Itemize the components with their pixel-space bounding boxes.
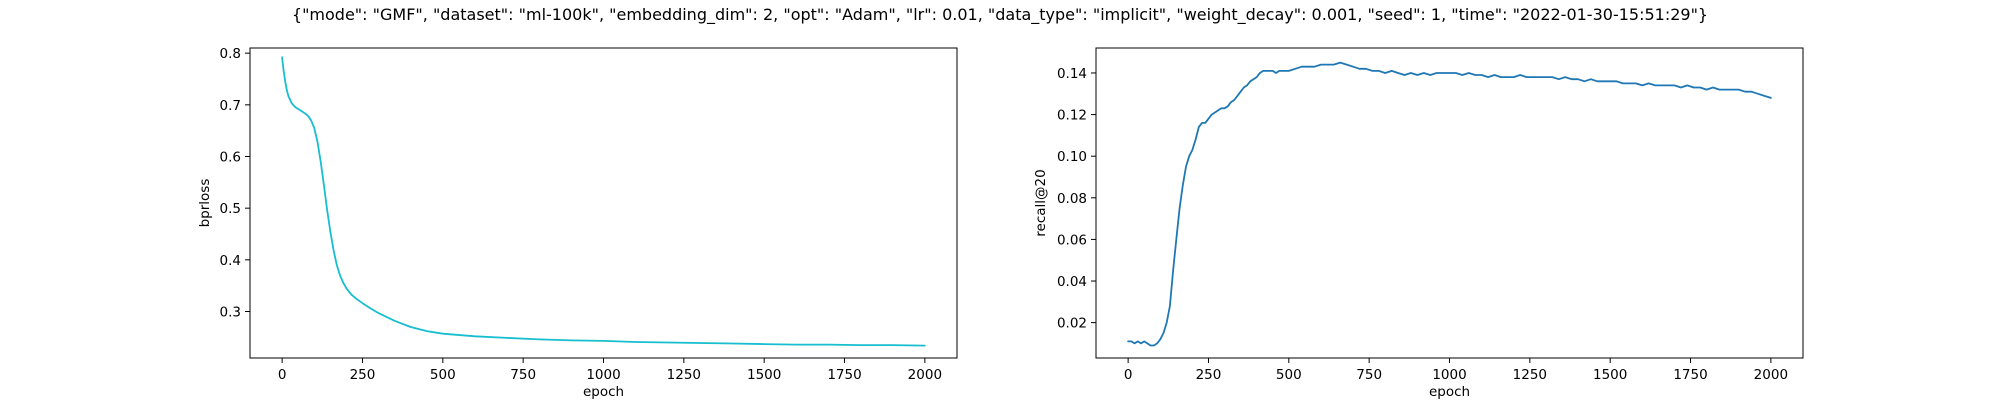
loss-chart-y-tick-label: 0.8 bbox=[220, 46, 241, 62]
loss-chart-series-line bbox=[281, 56, 926, 347]
loss-chart-x-tick-label: 1750 bbox=[827, 367, 861, 383]
loss-chart-y-tick-label: 0.6 bbox=[220, 150, 241, 166]
recall-chart-x-tick-label: 2000 bbox=[1754, 367, 1788, 383]
loss-chart-x-tick-label: 1500 bbox=[747, 367, 781, 383]
loss-chart-x-axis: 0 250 500 750 1000 1250 1500 1750 2000 bbox=[278, 358, 942, 383]
recall-chart-x-axis: 0 250 500 750 1000 1250 1500 1750 2000 bbox=[1124, 358, 1788, 383]
recall-chart-x-tick-label: 500 bbox=[1276, 367, 1302, 383]
recall-chart-y-tick-label: 0.10 bbox=[1057, 149, 1087, 165]
recall-chart-y-tick-label: 0.04 bbox=[1057, 274, 1087, 290]
recall-chart-y-axis: 0.02 0.04 0.06 0.08 0.10 0.12 0.14 bbox=[1057, 66, 1096, 332]
loss-chart-x-tick-label: 250 bbox=[350, 367, 376, 383]
loss-chart-x-tick-label: 1000 bbox=[586, 367, 620, 383]
loss-chart-y-tick-label: 0.5 bbox=[220, 201, 241, 217]
recall-chart-y-tick-label: 0.06 bbox=[1057, 232, 1087, 248]
loss-chart-series bbox=[281, 56, 926, 347]
loss-chart-y-tick-label: 0.4 bbox=[220, 253, 241, 269]
recall-chart-y-tick-label: 0.12 bbox=[1057, 108, 1087, 124]
recall-chart-y-tick-label: 0.08 bbox=[1057, 191, 1087, 207]
loss-chart-panel: 0 250 500 750 1000 1250 1500 1750 2000 0.3 0.4 0.5… bbox=[197, 46, 958, 400]
recall-chart-x-label: epoch bbox=[1429, 384, 1470, 400]
loss-chart-x-tick-label: 500 bbox=[430, 367, 456, 383]
recall-chart-x-tick-label: 1500 bbox=[1593, 367, 1627, 383]
loss-chart-x-tick-label: 2000 bbox=[908, 367, 942, 383]
recall-chart-y-tick-label: 0.02 bbox=[1057, 316, 1087, 332]
recall-chart-y-label: recall@20 bbox=[1033, 169, 1049, 236]
recall-chart-x-tick-label: 250 bbox=[1196, 367, 1222, 383]
loss-chart-x-label: epoch bbox=[583, 384, 624, 400]
loss-chart-x-tick-label: 0 bbox=[278, 367, 287, 383]
recall-chart-x-tick-label: 750 bbox=[1356, 367, 1382, 383]
loss-chart-x-tick-label: 1250 bbox=[667, 367, 701, 383]
recall-chart-series-line bbox=[1127, 61, 1772, 347]
recall-chart-x-tick-label: 1250 bbox=[1513, 367, 1547, 383]
recall-chart-x-tick-label: 1000 bbox=[1432, 367, 1466, 383]
recall-chart-x-tick-label: 0 bbox=[1124, 367, 1133, 383]
loss-chart-y-tick-label: 0.3 bbox=[220, 305, 241, 321]
recall-chart-y-tick-label: 0.14 bbox=[1057, 66, 1087, 82]
recall-chart-panel: 0 250 500 750 1000 1250 1500 1750 2000 0.020.040… bbox=[1033, 47, 1804, 400]
recall-chart-series bbox=[1127, 61, 1772, 347]
loss-chart-y-axis: 0.3 0.4 0.5 0.6 0.7 0.8 bbox=[220, 46, 250, 321]
loss-chart-y-tick-label: 0.7 bbox=[220, 98, 241, 114]
figure-title: {"mode": "GMF", "dataset": "ml-100k", "e… bbox=[292, 5, 1708, 25]
recall-chart-x-tick-label: 1750 bbox=[1673, 367, 1707, 383]
loss-chart-y-label: bprloss bbox=[197, 179, 213, 228]
loss-chart-x-tick-label: 750 bbox=[510, 367, 536, 383]
